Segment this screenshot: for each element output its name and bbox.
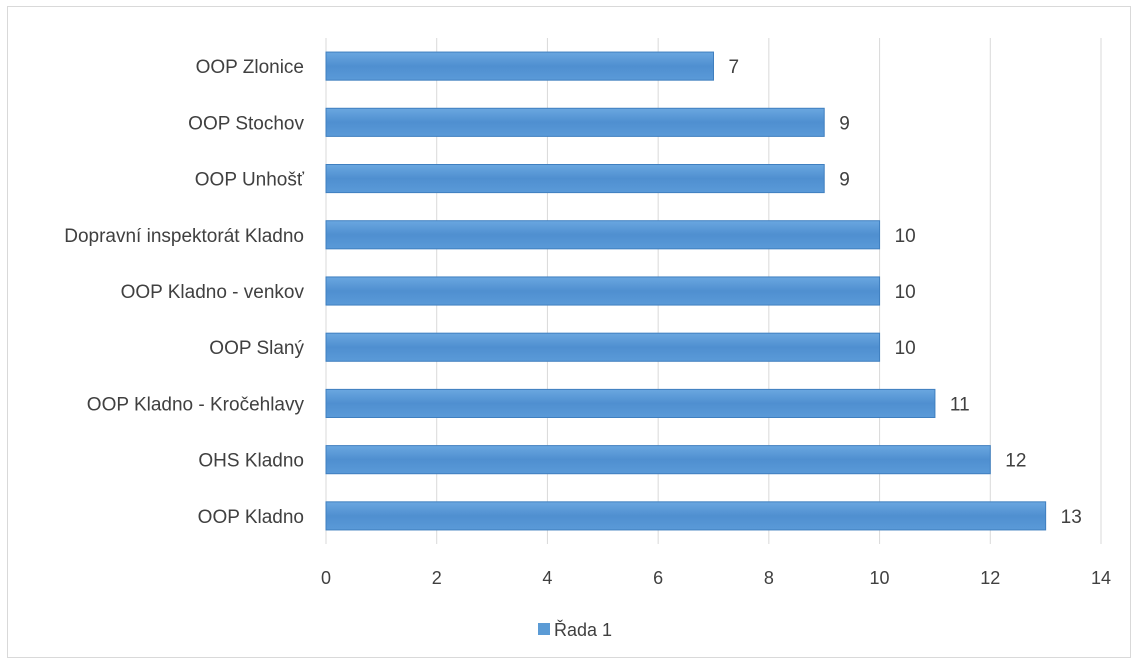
x-tick-label: 6 — [653, 568, 663, 588]
bar — [325, 445, 991, 475]
bar — [325, 220, 881, 250]
bar — [325, 164, 825, 194]
x-tick-label: 10 — [870, 568, 890, 588]
data-label: 9 — [839, 170, 850, 191]
bar — [325, 332, 881, 362]
category-label: OOP Zlonice — [196, 57, 304, 78]
legend-label: Řada 1 — [554, 620, 612, 640]
x-tick-label: 8 — [764, 568, 774, 588]
category-label: OOP Kladno - venkov — [121, 282, 305, 303]
category-labels: OOP Zlonice OOP Stochov OOP Unhošť Dopravní… — [64, 57, 305, 528]
bars — [325, 51, 1047, 531]
data-label: 11 — [950, 394, 970, 415]
bar — [325, 388, 936, 418]
legend: Řada 1 — [538, 620, 612, 640]
bar — [325, 501, 1047, 531]
bar — [325, 276, 881, 306]
data-label: 7 — [729, 57, 740, 78]
legend-swatch — [538, 623, 550, 635]
bar — [325, 51, 714, 81]
x-tick-label: 14 — [1091, 568, 1111, 588]
category-label: OOP Stochov — [188, 113, 304, 134]
data-labels: 7 9 9 10 10 10 11 12 13 — [729, 57, 1082, 528]
data-label: 10 — [895, 338, 916, 359]
category-label: OOP Slaný — [209, 338, 304, 359]
data-label: 10 — [895, 282, 916, 303]
x-tick-label: 0 — [321, 568, 331, 588]
data-label: 10 — [895, 226, 916, 247]
x-axis-tick-labels: 0 2 4 6 8 10 12 14 — [321, 568, 1111, 588]
category-label: OOP Kladno - Kročehlavy — [87, 394, 305, 415]
category-label: OHS Kladno — [198, 451, 304, 472]
x-tick-label: 12 — [980, 568, 1000, 588]
category-label: OOP Kladno — [198, 507, 304, 528]
category-label: OOP Unhošť — [195, 170, 305, 191]
x-tick-label: 2 — [432, 568, 442, 588]
x-tick-label: 4 — [542, 568, 552, 588]
category-label: Dopravní inspektorát Kladno — [64, 226, 304, 247]
bar — [325, 107, 825, 137]
data-label: 9 — [839, 113, 850, 134]
data-label: 13 — [1061, 507, 1082, 528]
data-label: 12 — [1005, 451, 1026, 472]
